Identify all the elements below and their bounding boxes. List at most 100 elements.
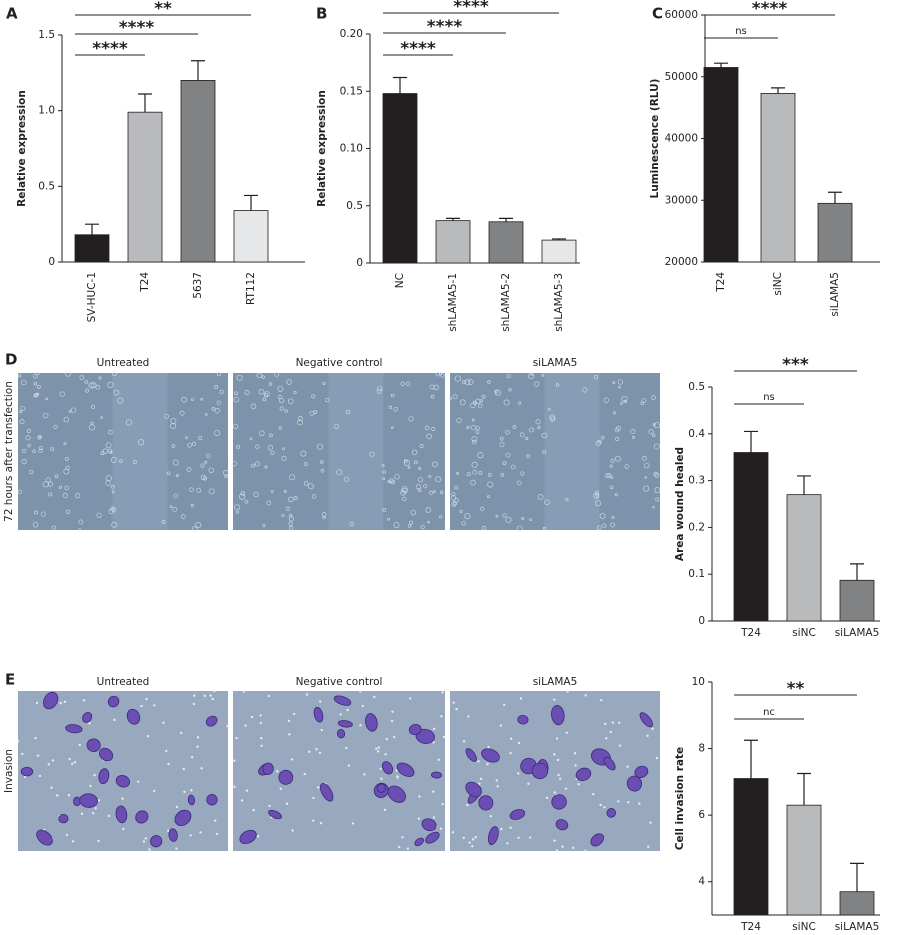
panel-label: E bbox=[5, 671, 15, 689]
invaded-cell bbox=[58, 813, 69, 824]
cell bbox=[293, 496, 298, 501]
cell bbox=[171, 444, 176, 448]
invaded-cell bbox=[639, 712, 653, 728]
cell bbox=[382, 477, 386, 481]
cell bbox=[277, 385, 284, 392]
pore bbox=[478, 782, 481, 785]
cell bbox=[400, 381, 405, 386]
invaded-cell bbox=[421, 818, 437, 832]
cell bbox=[198, 435, 203, 441]
cell bbox=[479, 399, 484, 403]
invaded-cell bbox=[36, 829, 53, 846]
cell bbox=[63, 416, 70, 423]
cell bbox=[500, 473, 505, 477]
invaded-cell bbox=[82, 712, 93, 723]
y-tick-label: 1.5 bbox=[38, 29, 55, 41]
cell bbox=[593, 374, 599, 380]
cell bbox=[75, 493, 81, 499]
cell bbox=[651, 395, 656, 400]
cell bbox=[429, 384, 435, 390]
cell bbox=[519, 432, 525, 438]
cell bbox=[407, 524, 412, 528]
cell bbox=[200, 463, 205, 468]
cell bbox=[216, 372, 221, 377]
cell bbox=[390, 393, 395, 398]
invaded-cell bbox=[431, 771, 442, 779]
cell bbox=[297, 416, 303, 421]
pore bbox=[486, 762, 489, 766]
cell bbox=[64, 485, 69, 491]
cell bbox=[411, 449, 418, 456]
significance-label: ns bbox=[735, 26, 747, 37]
cell bbox=[534, 381, 540, 387]
cell bbox=[652, 423, 656, 427]
cell bbox=[110, 506, 115, 511]
cell bbox=[521, 517, 525, 520]
pore bbox=[308, 750, 311, 753]
cell bbox=[119, 459, 123, 463]
cell bbox=[644, 476, 648, 479]
pore bbox=[556, 758, 560, 762]
error-bar bbox=[85, 223, 99, 235]
cell bbox=[32, 449, 36, 454]
pore bbox=[471, 838, 475, 841]
cell bbox=[435, 476, 442, 483]
pore bbox=[260, 737, 263, 740]
pore bbox=[305, 693, 309, 696]
cell bbox=[468, 379, 474, 385]
cell bbox=[516, 480, 522, 486]
cell bbox=[29, 469, 34, 475]
cell bbox=[285, 506, 291, 511]
cell bbox=[349, 521, 355, 527]
pore bbox=[380, 777, 383, 781]
pore bbox=[346, 708, 349, 712]
significance-label: ** bbox=[787, 679, 805, 699]
cell bbox=[234, 391, 239, 396]
x-tick-label: siNC bbox=[792, 627, 816, 639]
cell bbox=[461, 380, 466, 385]
cell bbox=[452, 394, 458, 400]
y-tick-label: 0.5 bbox=[688, 381, 705, 393]
cell bbox=[410, 509, 417, 516]
cell bbox=[233, 397, 240, 403]
cell bbox=[612, 381, 616, 385]
y-tick-label: 0 bbox=[48, 256, 55, 268]
pore bbox=[347, 764, 351, 767]
cell bbox=[420, 524, 425, 530]
y-tick-label: 60000 bbox=[665, 9, 698, 21]
cell bbox=[595, 500, 602, 507]
cell bbox=[322, 515, 326, 520]
cell bbox=[239, 493, 246, 500]
cell bbox=[255, 444, 260, 449]
cell bbox=[169, 505, 173, 509]
x-tick-label: siLAMA5 bbox=[835, 627, 880, 639]
cell bbox=[195, 522, 202, 529]
cell bbox=[439, 515, 443, 519]
cell bbox=[641, 398, 647, 404]
cell bbox=[232, 423, 239, 430]
cell bbox=[599, 512, 606, 519]
y-tick-label: 40000 bbox=[665, 133, 698, 145]
invaded-cell bbox=[478, 795, 494, 811]
cell bbox=[110, 484, 115, 489]
pore bbox=[319, 700, 322, 703]
pore bbox=[179, 731, 183, 735]
pore bbox=[56, 794, 59, 797]
pore bbox=[148, 848, 151, 851]
cell bbox=[236, 510, 239, 514]
cell bbox=[85, 388, 90, 393]
cell bbox=[417, 488, 422, 493]
significance-label: **** bbox=[400, 39, 436, 59]
y-tick-label: 0.15 bbox=[340, 85, 363, 97]
cell bbox=[98, 376, 102, 380]
pore bbox=[256, 835, 260, 838]
cell bbox=[471, 418, 475, 422]
cell bbox=[258, 388, 265, 395]
x-tick-label: siLAMA5 bbox=[835, 921, 880, 933]
pore bbox=[509, 737, 513, 740]
micrograph bbox=[18, 691, 228, 851]
pore bbox=[519, 697, 523, 700]
cell bbox=[196, 487, 202, 493]
cell bbox=[105, 480, 111, 486]
